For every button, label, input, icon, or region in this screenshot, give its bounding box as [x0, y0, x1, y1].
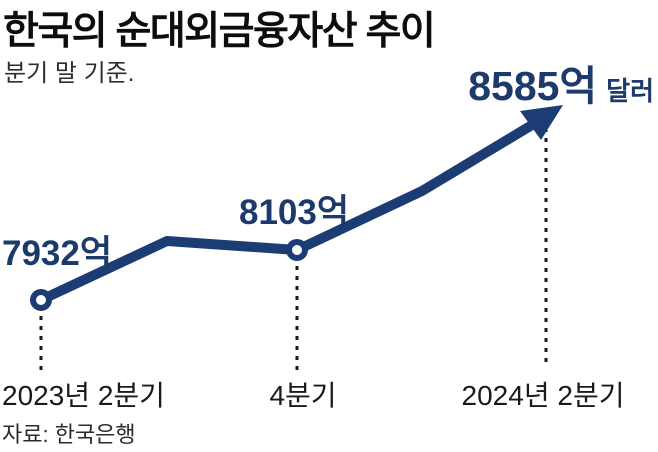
- source-credit: 자료: 한국은행: [2, 422, 136, 447]
- chart-title: 한국의 순대외금융자산 추이: [3, 10, 436, 53]
- marker-open-circle-2023q4: [286, 239, 308, 261]
- chart-subtitle: 분기 말 기준.: [4, 60, 135, 87]
- value-label-2023q2: 7932억: [2, 234, 113, 273]
- arrow-head-icon: [520, 105, 563, 140]
- x-axis-label-2023q4: 4분기: [269, 380, 337, 411]
- marker-open-circle-2023q2: [30, 289, 52, 311]
- value-label-2023q4: 8103억: [239, 193, 350, 232]
- value-label-2024q2: 8585억 달러: [468, 52, 654, 112]
- value-label-2024q2-unit: 달러: [606, 76, 654, 106]
- value-label-2024q2-number: 8585억: [468, 63, 598, 109]
- x-axis-label-2024q2: 2024년 2분기: [461, 380, 625, 411]
- x-axis-label-2023q2: 2023년 2분기: [2, 380, 165, 411]
